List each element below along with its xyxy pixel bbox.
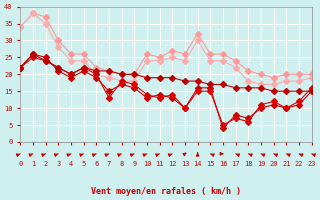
X-axis label: Vent moyen/en rafales ( km/h ): Vent moyen/en rafales ( km/h ) (91, 187, 241, 196)
